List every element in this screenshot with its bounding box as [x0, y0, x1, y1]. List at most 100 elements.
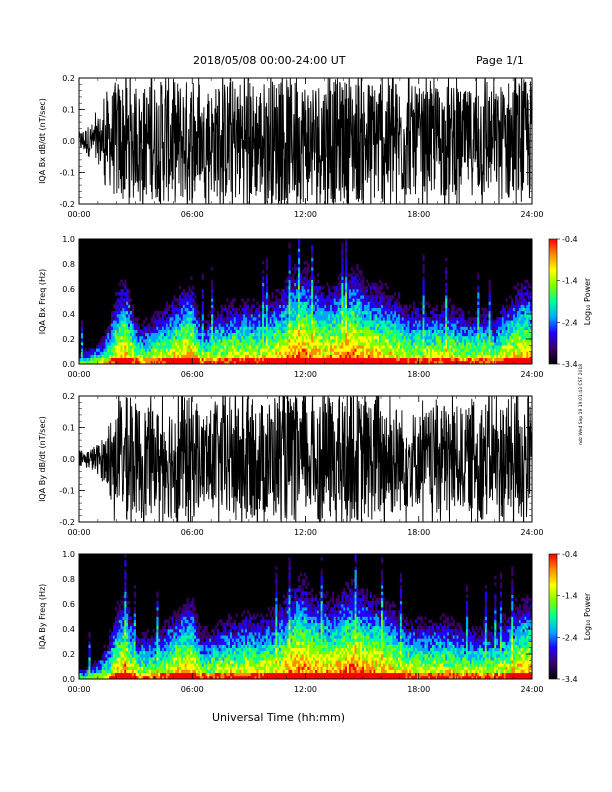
heatmap-cell	[203, 342, 206, 346]
heatmap-cell	[515, 351, 518, 355]
heatmap-cell	[316, 314, 320, 318]
heatmap-cell	[139, 329, 142, 334]
heatmap-cell	[365, 298, 369, 302]
heatmap-cell	[522, 342, 525, 346]
heatmap-cell	[465, 332, 469, 337]
heatmap-cell	[331, 298, 335, 302]
heatmap-cell	[188, 354, 191, 359]
heatmap-cell	[371, 357, 374, 362]
heatmap-cell	[418, 348, 421, 352]
heatmap-cell	[498, 360, 501, 365]
heatmap-cell	[384, 354, 387, 359]
heatmap-cell	[282, 320, 286, 324]
heatmap-cell	[135, 351, 138, 355]
heatmap-cell	[330, 320, 333, 324]
heatmap-cell	[184, 329, 187, 334]
heatmap-cell	[448, 357, 452, 362]
heatmap-cell	[379, 320, 382, 324]
heatmap-cell	[516, 317, 520, 321]
heatmap-cell	[173, 329, 176, 334]
heatmap-cell	[131, 348, 135, 352]
heatmap-cell	[494, 360, 497, 365]
heatmap-cell	[279, 317, 282, 321]
heatmap-cell	[318, 357, 321, 362]
heatmap-cell	[305, 282, 308, 287]
heatmap-cell	[286, 339, 289, 343]
heatmap-cell	[201, 304, 204, 309]
heatmap-cell	[165, 304, 169, 309]
heatmap-cell	[475, 329, 478, 334]
heatmap-cell	[384, 357, 387, 362]
heatmap-cell	[382, 357, 386, 362]
heatmap-cell	[373, 314, 376, 318]
heatmap-cell	[354, 335, 357, 340]
heatmap-cell	[267, 320, 270, 324]
heatmap-cell	[499, 320, 503, 324]
heatmap-cell	[416, 357, 420, 362]
heatmap-cell	[290, 295, 293, 299]
heatmap-cell	[360, 292, 363, 296]
heatmap-cell	[462, 357, 465, 362]
heatmap-cell	[226, 339, 229, 343]
heatmap-cell	[135, 360, 138, 365]
heatmap-cell	[254, 314, 257, 318]
heatmap-cell	[265, 295, 269, 299]
heatmap-cell	[498, 317, 501, 321]
heatmap-cell	[103, 354, 106, 359]
heatmap-cell	[422, 332, 425, 337]
heatmap-cell	[428, 317, 431, 321]
heatmap-cell	[305, 342, 308, 346]
heatmap-cell	[186, 357, 189, 362]
heatmap-cell	[413, 304, 416, 309]
heatmap-cell	[481, 307, 484, 312]
heatmap-cell	[394, 320, 397, 324]
heatmap-cell	[522, 323, 525, 327]
heatmap-cell	[501, 314, 504, 318]
heatmap-cell	[509, 339, 512, 343]
heatmap-cell	[352, 354, 355, 359]
heatmap-cell	[162, 326, 165, 330]
heatmap-cell	[150, 360, 153, 365]
heatmap-cell	[516, 292, 520, 296]
heatmap-cell	[245, 354, 248, 359]
heatmap-cell	[94, 348, 97, 352]
heatmap-cell	[116, 360, 119, 365]
heatmap-cell	[377, 351, 380, 355]
heatmap-cell	[530, 335, 533, 340]
heatmap-cell	[179, 326, 182, 330]
heatmap-cell	[450, 332, 454, 337]
heatmap-cell	[386, 342, 389, 346]
heatmap-cell	[330, 298, 333, 302]
heatmap-cell	[171, 342, 174, 346]
heatmap-cell	[211, 317, 214, 321]
heatmap-cell	[405, 345, 408, 349]
heatmap-cell	[397, 351, 401, 355]
heatmap-cell	[447, 345, 450, 349]
heatmap-cell	[282, 317, 286, 321]
heatmap-cell	[143, 332, 146, 337]
heatmap-cell	[447, 339, 450, 343]
heatmap-cell	[511, 339, 514, 343]
heatmap-cell	[137, 360, 140, 365]
heatmap-cell	[201, 323, 204, 327]
heatmap-cell	[445, 267, 448, 271]
heatmap-cell	[482, 329, 486, 334]
heatmap-cell	[479, 357, 482, 362]
heatmap-cell	[267, 310, 270, 315]
heatmap-cell	[158, 339, 161, 343]
heatmap-cell	[460, 310, 463, 315]
heatmap-cell	[297, 273, 301, 277]
heatmap-cell	[377, 323, 380, 327]
heatmap-cell	[381, 295, 384, 299]
heatmap-cell	[280, 320, 284, 324]
heatmap-cell	[441, 320, 444, 324]
heatmap-cell	[328, 295, 331, 299]
heatmap-cell	[343, 292, 346, 296]
heatmap-cell	[197, 326, 201, 330]
heatmap-cell	[109, 351, 112, 355]
heatmap-cell	[216, 332, 219, 337]
heatmap-cell	[460, 351, 463, 355]
heatmap-cell	[516, 329, 520, 334]
heatmap-cell	[360, 323, 363, 327]
heatmap-cell	[337, 317, 340, 321]
